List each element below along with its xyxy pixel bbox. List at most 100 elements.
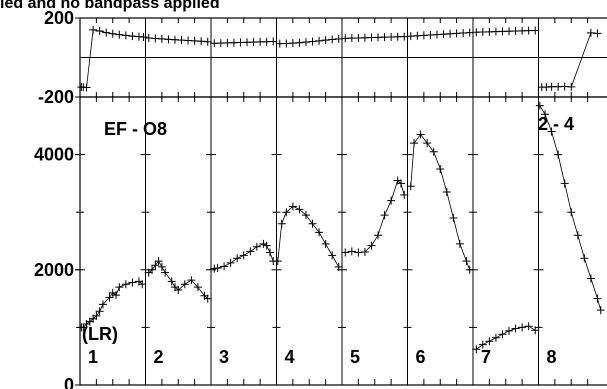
amplitude-point <box>115 283 124 292</box>
amplitude-point <box>121 280 130 289</box>
phase-point <box>586 28 595 37</box>
amplitude-point <box>547 127 556 136</box>
amplitude-point <box>560 179 569 188</box>
phase-point <box>115 30 124 39</box>
amplitude-point <box>220 262 229 271</box>
channel-label: 4 <box>285 347 295 367</box>
amplitude-point <box>308 219 317 228</box>
phase-panel <box>77 17 607 98</box>
amplitude-point <box>187 276 196 285</box>
phase-point <box>102 28 111 37</box>
amplitude-point <box>347 247 356 256</box>
amplitude-point <box>485 337 494 346</box>
amplitude-point <box>360 247 369 256</box>
amplitude-point <box>277 219 286 228</box>
amplitude-point <box>210 264 219 273</box>
amplitude-point <box>203 294 212 303</box>
amplitude-point <box>580 254 589 263</box>
amplitude-point <box>138 280 147 289</box>
phase-point <box>567 82 576 91</box>
y-tick-label-phase: -200 <box>38 87 74 107</box>
channel-label: 1 <box>88 347 98 367</box>
amplitude-point <box>400 190 409 199</box>
phase-point <box>531 26 540 35</box>
channel-label: 3 <box>219 347 229 367</box>
amplitude-point <box>105 293 114 302</box>
channel-label: 8 <box>547 347 557 367</box>
amplitude-point <box>593 294 602 303</box>
phase-point <box>108 29 117 38</box>
amplitude-point <box>157 262 166 271</box>
amplitude-line-ch6 <box>410 133 471 270</box>
amplitude-point <box>462 257 471 266</box>
amplitude-point <box>449 213 458 222</box>
amplitude-point <box>167 277 176 286</box>
amplitude-point <box>367 241 376 250</box>
amplitude-point <box>380 211 389 220</box>
amplitude-point <box>341 248 350 257</box>
amplitude-point <box>541 110 550 119</box>
amplitude-point <box>288 202 297 211</box>
baseline-label: EF - O8 <box>104 119 167 139</box>
amplitude-point <box>498 330 507 339</box>
amplitude-point <box>511 324 520 333</box>
amplitude-point <box>596 306 605 315</box>
phase-point <box>89 25 98 34</box>
amplitude-point <box>334 262 343 271</box>
polarization-label: (LR) <box>82 324 118 344</box>
amplitude-point <box>252 242 261 251</box>
amplitude-point <box>524 322 533 331</box>
phase-line-ch8 <box>541 32 598 88</box>
amplitude-point <box>478 340 487 349</box>
phase-point <box>308 37 317 46</box>
amplitude-panel <box>75 96 607 386</box>
amplitude-point <box>387 196 396 205</box>
amplitude-point <box>472 345 481 354</box>
amplitude-point <box>262 241 271 250</box>
amplitude-line-ch1 <box>81 280 143 328</box>
y-tick-label-amplitude: 0 <box>64 375 74 389</box>
amplitude-point <box>226 258 235 267</box>
amplitude-point <box>79 323 88 332</box>
amplitude-point <box>429 147 438 156</box>
amplitude-point <box>436 165 445 173</box>
amplitude-point <box>112 291 121 300</box>
amplitude-point <box>491 333 500 342</box>
amplitude-point <box>213 264 222 273</box>
amplitude-line-ch5 <box>345 179 405 253</box>
amplitude-point <box>161 268 170 277</box>
y-tick-label-phase: 200 <box>44 8 74 28</box>
amplitude-point <box>328 251 337 260</box>
amplitude-point <box>98 300 107 309</box>
amplitude-point <box>410 139 419 148</box>
channel-label: 5 <box>350 347 360 367</box>
channel-label: 6 <box>416 347 426 367</box>
amplitude-point <box>567 208 576 217</box>
amplitude-point <box>554 150 563 159</box>
amplitude-point <box>154 257 163 266</box>
y-tick-label-amplitude: 4000 <box>34 145 74 165</box>
phase-point <box>334 34 343 43</box>
phase-point <box>203 37 212 46</box>
title-fragment: ied and no bandpass applied <box>0 0 220 12</box>
phase-point <box>139 32 148 41</box>
phase-point <box>593 29 602 38</box>
amplitude-point <box>396 179 405 188</box>
amplitude-point <box>354 248 363 257</box>
phase-point <box>269 37 278 46</box>
amplitude-point <box>246 247 255 256</box>
amplitude-point <box>282 208 291 217</box>
amplitude-point <box>416 130 425 139</box>
amplitude-point <box>535 101 544 110</box>
amplitude-point <box>273 257 282 266</box>
amplitude-point <box>95 307 104 316</box>
amplitude-point <box>315 228 324 237</box>
phase-point <box>328 35 337 44</box>
amplitude-point <box>148 265 157 274</box>
amplitude-point <box>573 231 582 240</box>
amplitude-point <box>128 278 137 287</box>
amplitude-frame <box>79 96 607 386</box>
phase-point <box>144 33 153 42</box>
amplitude-point <box>233 254 242 263</box>
